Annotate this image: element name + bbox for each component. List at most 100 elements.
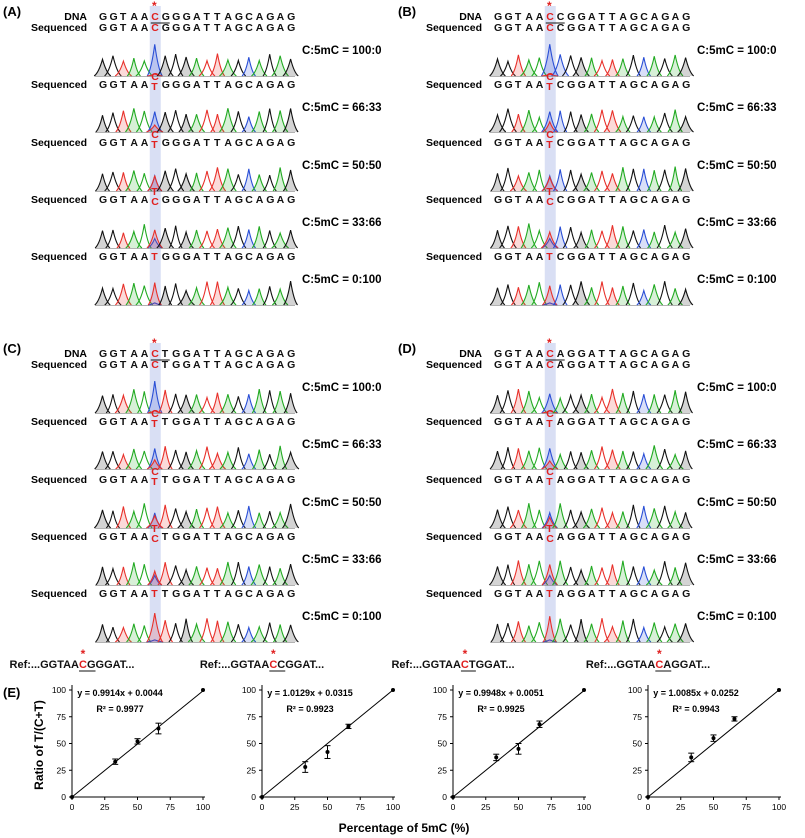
- sequenced-base: T: [609, 416, 616, 428]
- trace-peak-C: [241, 57, 256, 77]
- sequenced-base: G: [567, 137, 575, 149]
- trace-peak-G: [500, 167, 516, 192]
- sequenced-base: G: [266, 359, 274, 371]
- base-call-bottom: C: [151, 533, 159, 545]
- target-star: *: [547, 0, 552, 13]
- reference-base: G: [661, 348, 669, 360]
- sequenced-base: T: [609, 588, 616, 600]
- trace-peak-G: [262, 108, 277, 133]
- reference-base: A: [277, 348, 285, 360]
- reference-base: C: [640, 348, 648, 360]
- ref-sequence: Ref:...GGTAACTGGAT...: [391, 659, 514, 671]
- trace-peak-T: [198, 109, 216, 133]
- reference-base: G: [578, 348, 586, 360]
- sequenced-label: Sequenced: [31, 79, 87, 91]
- trace-peak-G: [677, 228, 694, 249]
- sequenced-base: T: [204, 251, 211, 263]
- sequenced-base: G: [172, 251, 180, 263]
- target-column-highlight: [544, 6, 556, 306]
- trace-peak-A: [666, 623, 684, 643]
- sequenced-base: T: [204, 416, 211, 428]
- sequenced-base: T: [120, 531, 127, 543]
- ref-prefix: Ref:...GGTAA: [10, 659, 80, 671]
- trace-peak-A: [667, 509, 684, 529]
- sequenced-base: A: [130, 137, 138, 149]
- target-column-highlight: [544, 343, 556, 643]
- sequenced-base: G: [172, 416, 180, 428]
- sequenced-base: A: [619, 194, 627, 206]
- trace-peak-T: [208, 451, 226, 470]
- sequenced-base: T: [609, 22, 616, 34]
- sequenced-base: T: [515, 137, 522, 149]
- sequenced-base: G: [661, 416, 669, 428]
- reference-base: G: [99, 11, 107, 23]
- sequenced-base: A: [224, 79, 232, 91]
- sequenced-base: A: [224, 251, 232, 263]
- sequenced-base: C: [557, 137, 565, 149]
- trace-peak-G: [262, 622, 277, 643]
- trace-peak-A: [645, 284, 664, 306]
- panel-label: (B): [398, 4, 416, 19]
- ratio-label: C:5mC = 50:50: [697, 497, 777, 509]
- target-star: *: [271, 647, 276, 661]
- sequenced-base: G: [109, 137, 117, 149]
- sequenced-base: A: [651, 194, 659, 206]
- trace-peak-A: [531, 57, 548, 77]
- trace-peak-A: [272, 391, 288, 414]
- sequenced-base: T: [599, 137, 606, 149]
- reference-base: G: [661, 11, 669, 23]
- reference-base: T: [214, 348, 221, 360]
- sequenced-base: T: [515, 474, 522, 486]
- sequenced-row: Sequenced G G T A A C G G A T T A G C A G A GCC:5mC = 100:…: [426, 22, 777, 77]
- sequenced-base: G: [494, 194, 502, 206]
- sequenced-base: G: [109, 79, 117, 91]
- sequenced-base: G: [99, 588, 107, 600]
- sequenced-base: C: [245, 137, 253, 149]
- reference-base: G: [494, 11, 502, 23]
- x-tick-label: 100: [577, 802, 591, 812]
- target-star: *: [463, 647, 468, 661]
- sequenced-base: C: [640, 359, 648, 371]
- sequenced-base: A: [588, 194, 596, 206]
- y-tick-label: 100: [242, 685, 256, 695]
- trace-peak-A: [530, 228, 548, 249]
- sequenced-base: T: [162, 474, 169, 486]
- sequenced-base: A: [588, 79, 596, 91]
- sequenced-base: G: [630, 474, 638, 486]
- panel-label: (D): [398, 341, 416, 356]
- trace-peak-G: [168, 623, 183, 643]
- sequenced-base: G: [494, 22, 502, 34]
- sequenced-row: Sequenced G G T A A C G G A T T A G C A G A GTC:5mC = 0:10…: [426, 251, 777, 306]
- sequenced-base: A: [130, 531, 138, 543]
- sequenced-base: G: [504, 588, 512, 600]
- sequenced-base: G: [494, 588, 502, 600]
- trace-peak-G: [626, 390, 641, 414]
- ratio-label: C:5mC = 100:0: [697, 382, 777, 394]
- sequenced-base: A: [277, 474, 285, 486]
- sequenced-base: T: [515, 416, 522, 428]
- sequenced-base: G: [235, 194, 243, 206]
- reference-base: G: [109, 348, 117, 360]
- sequenced-base: G: [661, 194, 669, 206]
- sequenced-base: G: [504, 79, 512, 91]
- trace-peak-C: [551, 54, 570, 77]
- trace-peak-G: [678, 450, 693, 470]
- trace-peak-G: [168, 225, 183, 249]
- trace-peak-G: [95, 624, 110, 643]
- trace-peak-T: [157, 446, 173, 470]
- trace-peak-G: [563, 451, 578, 470]
- reference-base: G: [183, 11, 191, 23]
- trace-peak-A: [584, 565, 599, 586]
- sequenced-base: G: [682, 251, 690, 263]
- sequenced-base: G: [183, 416, 191, 428]
- sequenced-base: G: [661, 79, 669, 91]
- trace-peak-A: [584, 229, 599, 249]
- sequenced-base: G: [109, 194, 117, 206]
- sequenced-base: A: [277, 531, 285, 543]
- base-call: C: [151, 22, 159, 34]
- trace-peak-C: [636, 229, 652, 249]
